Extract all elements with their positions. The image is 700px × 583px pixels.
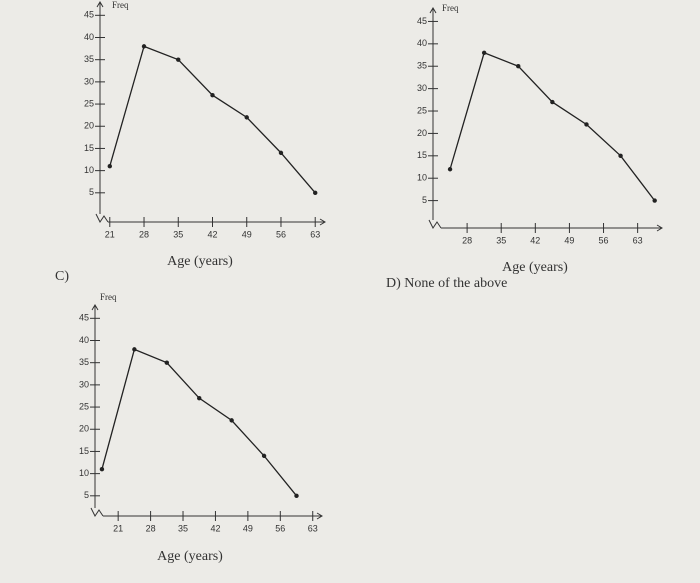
data-point (141, 44, 147, 49)
data-point (516, 64, 521, 69)
x-tick-label: 63 (308, 523, 318, 533)
y-tick-label: 20 (417, 128, 427, 138)
data-point (107, 163, 112, 169)
y-tick-label: 25 (79, 401, 89, 411)
y-tick-label: 20 (79, 424, 89, 434)
y-tick-label: 5 (84, 490, 89, 500)
axis-break (90, 507, 104, 517)
y-tick-label: 45 (79, 313, 89, 323)
y-tick-label: 15 (417, 150, 427, 160)
x-tick-label: 21 (105, 229, 115, 239)
data-point (584, 122, 589, 127)
y-tick-label: 20 (84, 121, 94, 131)
x-tick-label: 35 (173, 229, 183, 239)
x-tick-label: 63 (310, 229, 320, 239)
y-axis-arrow (96, 1, 104, 8)
y-axis-label: Freq (100, 292, 117, 302)
data-point (550, 99, 555, 105)
data-point (164, 360, 170, 365)
y-axis-label: Freq (442, 3, 459, 13)
y-axis-label: Freq (112, 0, 129, 10)
data-point (278, 150, 284, 156)
y-tick-label: 25 (417, 105, 427, 115)
option-c: C) (55, 269, 69, 284)
y-axis-arrow (429, 7, 437, 14)
option-d: D) None of the above (386, 276, 507, 291)
x-axis-label: Age (years) (167, 254, 233, 269)
data-point (618, 153, 623, 159)
data-point (197, 395, 202, 401)
y-tick-label: 40 (79, 335, 89, 345)
y-tick-label: 35 (79, 357, 89, 367)
x-tick-label: 42 (530, 235, 540, 245)
x-tick-label: 42 (207, 229, 217, 239)
data-point (447, 167, 453, 172)
y-tick-label: 5 (89, 187, 94, 197)
y-tick-label: 15 (84, 143, 94, 153)
axis-break (95, 213, 109, 223)
y-axis-arrow (91, 304, 99, 311)
x-axis-arrow (316, 512, 323, 520)
data-point (99, 466, 105, 472)
y-tick-label: 10 (79, 468, 89, 478)
data-point (294, 493, 299, 499)
x-tick-label: 49 (564, 235, 574, 245)
x-tick-label: 63 (633, 235, 643, 245)
data-point (481, 50, 487, 55)
y-tick-label: 30 (84, 76, 94, 86)
x-axis-label: Age (years) (157, 549, 223, 564)
x-tick-label: 28 (146, 523, 156, 533)
x-tick-label: 28 (462, 235, 472, 245)
data-point (210, 92, 215, 98)
x-tick-label: 21 (113, 523, 123, 533)
x-axis-arrow (319, 218, 326, 226)
x-tick-label: 49 (242, 229, 252, 239)
data-point (229, 418, 234, 423)
x-tick-label: 35 (496, 235, 506, 245)
x-tick-label: 42 (210, 523, 220, 533)
y-tick-label: 10 (84, 165, 94, 175)
y-tick-label: 35 (84, 54, 94, 64)
x-tick-label: 28 (139, 229, 149, 239)
data-point (652, 198, 657, 203)
x-axis-arrow (656, 224, 663, 232)
y-tick-label: 30 (417, 83, 427, 93)
x-tick-label: 56 (276, 229, 286, 239)
data-point (261, 453, 267, 459)
data-point (176, 57, 181, 62)
x-tick-label: 49 (243, 523, 253, 533)
x-axis-label: Age (years) (502, 260, 568, 275)
y-tick-label: 40 (417, 38, 427, 48)
y-tick-label: 45 (84, 10, 94, 20)
x-tick-label: 56 (275, 523, 285, 533)
data-point (244, 115, 249, 120)
data-point (132, 347, 137, 352)
y-tick-label: 25 (84, 98, 94, 108)
y-tick-label: 30 (79, 379, 89, 389)
y-tick-label: 10 (417, 173, 427, 183)
y-tick-label: 5 (422, 195, 427, 205)
y-tick-label: 45 (417, 16, 427, 26)
x-tick-label: 35 (178, 523, 188, 533)
y-tick-label: 35 (417, 61, 427, 71)
x-tick-label: 56 (599, 235, 609, 245)
y-tick-label: 40 (84, 32, 94, 42)
data-point (313, 190, 318, 196)
axis-break (428, 219, 442, 229)
y-tick-label: 15 (79, 446, 89, 456)
